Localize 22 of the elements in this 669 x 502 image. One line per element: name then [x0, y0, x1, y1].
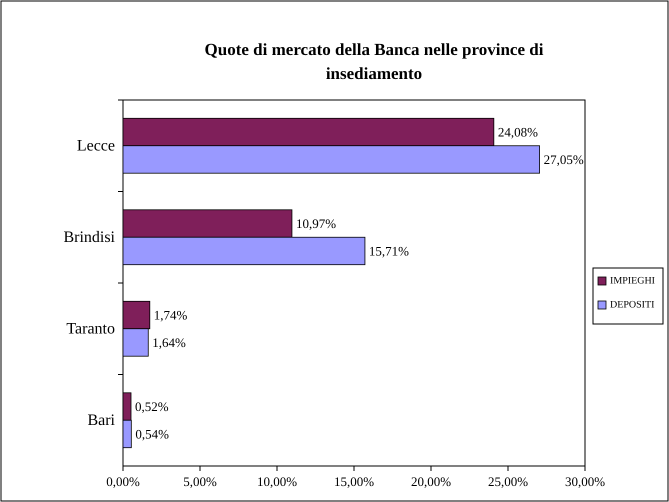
y-tick-label: Brindisi — [63, 228, 116, 246]
data-label: 1,64% — [152, 334, 186, 350]
x-tick-label: 10,00% — [256, 474, 298, 489]
data-label: 0,54% — [135, 426, 170, 442]
x-tick-label: 5,00% — [183, 474, 217, 489]
data-label: 27,05% — [544, 152, 584, 167]
data-label: 24,08% — [498, 124, 538, 140]
data-label: 10,97% — [296, 216, 336, 232]
x-tick-label: 25,00% — [488, 474, 528, 489]
x-tick-label: 20,00% — [410, 474, 452, 489]
chart-title: Quote di mercato della Banca nelle province di insediamento — [204, 40, 544, 83]
x-tick-label: 30,00% — [564, 474, 606, 489]
legend-label: DEPOSITI — [610, 300, 654, 310]
x-tick-label: 15,00% — [334, 474, 374, 489]
legend-label: IMPIEGHI — [610, 276, 655, 286]
y-tick-label: Taranto — [66, 320, 115, 338]
x-tick-label: 0,00% — [106, 474, 140, 489]
data-label: 0,52% — [135, 399, 169, 414]
y-tick-label: Bari — [87, 412, 116, 429]
data-label: 1,74% — [154, 308, 188, 323]
y-tick-label: Lecce — [76, 137, 115, 154]
data-label: 15,71% — [368, 243, 410, 258]
